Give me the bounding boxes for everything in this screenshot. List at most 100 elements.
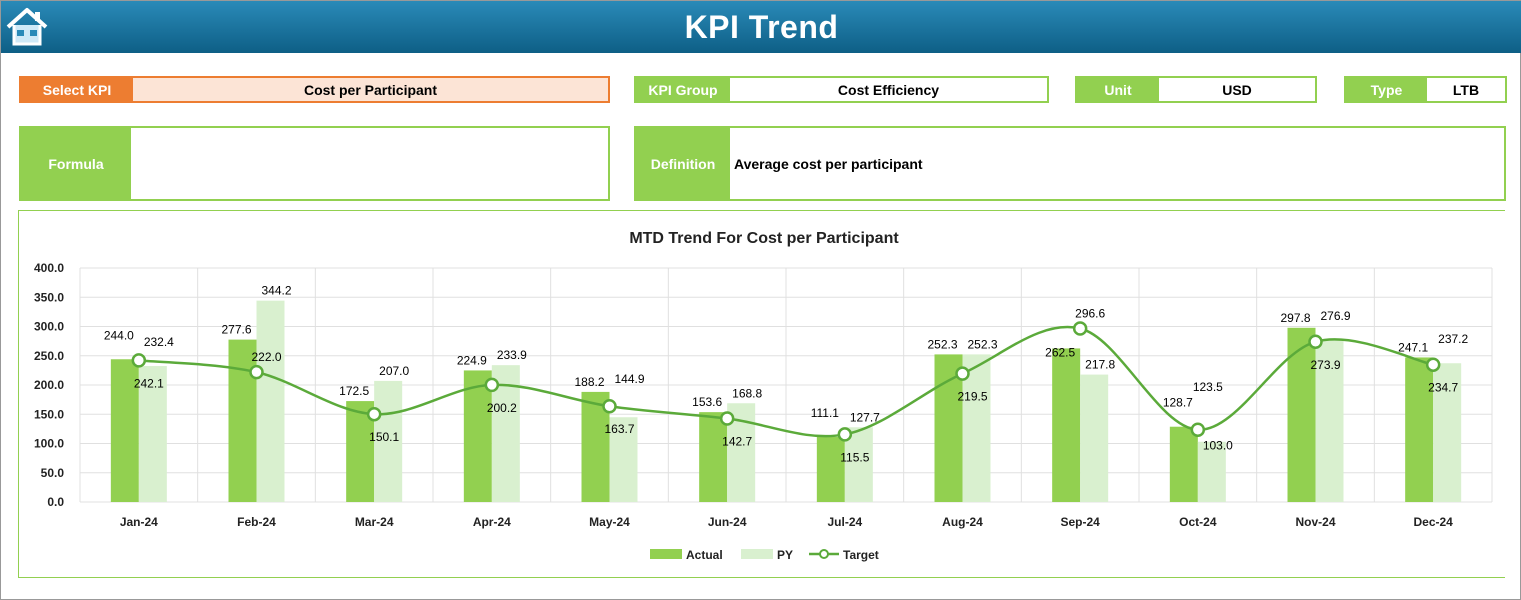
actual-bar xyxy=(463,370,492,502)
target-data-label: 219.5 xyxy=(957,390,987,404)
y-tick-label: 350.0 xyxy=(34,290,64,304)
actual-data-label: 188.2 xyxy=(574,375,604,389)
py-bar xyxy=(609,417,638,502)
target-data-label: 123.5 xyxy=(1193,380,1223,394)
header-bar: KPI Trend xyxy=(1,1,1521,53)
py-data-label: 252.3 xyxy=(967,337,997,351)
py-bar xyxy=(1315,340,1344,502)
y-tick-label: 0.0 xyxy=(47,495,64,509)
type-field: Type LTB xyxy=(1344,76,1507,103)
py-bar xyxy=(138,366,167,502)
legend-py: PY xyxy=(777,548,793,562)
chart-svg: MTD Trend For Cost per Participant 0.0 50… xyxy=(34,230,1493,562)
actual-data-label: 252.3 xyxy=(927,337,957,351)
type-label: Type xyxy=(1346,78,1427,101)
py-bar xyxy=(374,380,403,502)
actual-data-label: 247.1 xyxy=(1398,340,1428,354)
x-tick-label: Nov-24 xyxy=(1295,515,1335,529)
target-marker xyxy=(1072,321,1088,336)
x-tick-label: Feb-24 xyxy=(237,515,276,529)
y-tick-label: 250.0 xyxy=(34,349,64,363)
select-kpi-dropdown[interactable]: Cost per Participant xyxy=(133,78,608,101)
definition-label: Definition xyxy=(636,128,730,199)
target-data-label: 234.7 xyxy=(1428,381,1458,395)
home-icon[interactable] xyxy=(5,5,49,47)
py-bar xyxy=(1433,363,1462,502)
kpi-group-field: KPI Group Cost Efficiency xyxy=(634,76,1049,103)
target-marker xyxy=(837,427,853,442)
py-data-label: 217.8 xyxy=(1085,358,1115,372)
x-tick-label: Jul-24 xyxy=(827,515,862,529)
unit-field: Unit USD xyxy=(1075,76,1317,103)
py-data-label: 276.9 xyxy=(1320,309,1350,323)
target-marker xyxy=(1308,334,1323,350)
page-title: KPI Trend xyxy=(684,8,839,45)
target-data-label: 142.7 xyxy=(722,435,752,449)
unit-label: Unit xyxy=(1077,78,1159,101)
actual-bar xyxy=(1287,327,1316,502)
actual-bar xyxy=(699,412,728,502)
y-tick-label: 150.0 xyxy=(34,407,64,421)
unit-value: USD xyxy=(1222,81,1252,98)
x-tick-label: Oct-24 xyxy=(1179,515,1217,529)
type-value: LTB xyxy=(1452,81,1480,98)
target-marker xyxy=(131,353,147,368)
target-data-label: 242.1 xyxy=(134,376,164,390)
actual-bar xyxy=(816,437,845,502)
target-marker xyxy=(955,366,970,381)
target-marker xyxy=(1425,357,1441,372)
x-tick-label: Sep-24 xyxy=(1060,515,1100,529)
actual-bar xyxy=(110,359,139,502)
py-bar xyxy=(1197,441,1226,502)
actual-data-label: 277.6 xyxy=(221,323,251,337)
target-marker xyxy=(366,406,382,422)
select-kpi-field[interactable]: Select KPI Cost per Participant xyxy=(19,76,610,103)
legend-target-marker xyxy=(819,549,829,559)
py-data-label: 168.8 xyxy=(732,386,762,400)
definition-value: Average cost per participant xyxy=(734,155,923,172)
y-tick-label: 100.0 xyxy=(34,437,64,451)
actual-bar xyxy=(1405,357,1434,502)
x-tick-label: Mar-24 xyxy=(355,515,394,529)
x-tick-label: Aug-24 xyxy=(942,515,983,529)
target-marker xyxy=(1190,422,1206,438)
py-data-label: 237.2 xyxy=(1438,332,1468,346)
formula-field: Formula xyxy=(19,126,610,201)
legend-py-swatch xyxy=(741,549,773,559)
actual-data-label: 153.6 xyxy=(692,395,722,409)
y-tick-label: 50.0 xyxy=(41,466,65,480)
py-data-label: 232.4 xyxy=(144,335,174,349)
kpi-group-label: KPI Group xyxy=(636,78,730,101)
legend-actual-swatch xyxy=(650,549,682,559)
target-data-label: 200.2 xyxy=(487,401,517,415)
py-bar xyxy=(256,300,285,502)
actual-data-label: 172.5 xyxy=(339,384,369,398)
target-marker xyxy=(602,398,617,414)
formula-label: Formula xyxy=(21,128,131,199)
formula-value xyxy=(131,128,608,199)
actual-data-label: 224.9 xyxy=(457,353,487,367)
target-data-label: 296.6 xyxy=(1075,306,1105,320)
legend-target: Target xyxy=(843,548,879,562)
target-data-label: 163.7 xyxy=(604,422,634,436)
actual-bar xyxy=(1052,348,1081,502)
actual-data-label: 297.8 xyxy=(1280,311,1310,325)
mtd-trend-chart: MTD Trend For Cost per Participant 0.0 50… xyxy=(18,210,1505,578)
actual-data-label: 262.5 xyxy=(1045,345,1075,359)
x-tick-label: Jan-24 xyxy=(120,515,158,529)
y-tick-label: 300.0 xyxy=(34,320,64,334)
target-data-label: 150.1 xyxy=(369,430,399,444)
definition-field: Definition Average cost per participant xyxy=(634,126,1506,201)
actual-bar xyxy=(1169,426,1198,502)
actual-data-label: 128.7 xyxy=(1163,396,1193,410)
py-data-label: 344.2 xyxy=(261,284,291,298)
select-kpi-label: Select KPI xyxy=(21,78,133,101)
target-data-label: 273.9 xyxy=(1310,358,1340,372)
py-data-label: 103.0 xyxy=(1203,439,1233,453)
py-bar xyxy=(1080,374,1109,502)
kpi-group-value: Cost Efficiency xyxy=(837,81,940,98)
x-tick-label: May-24 xyxy=(589,515,630,529)
py-data-label: 233.9 xyxy=(497,348,527,362)
actual-data-label: 111.1 xyxy=(811,406,840,420)
legend-actual: Actual xyxy=(686,548,723,562)
